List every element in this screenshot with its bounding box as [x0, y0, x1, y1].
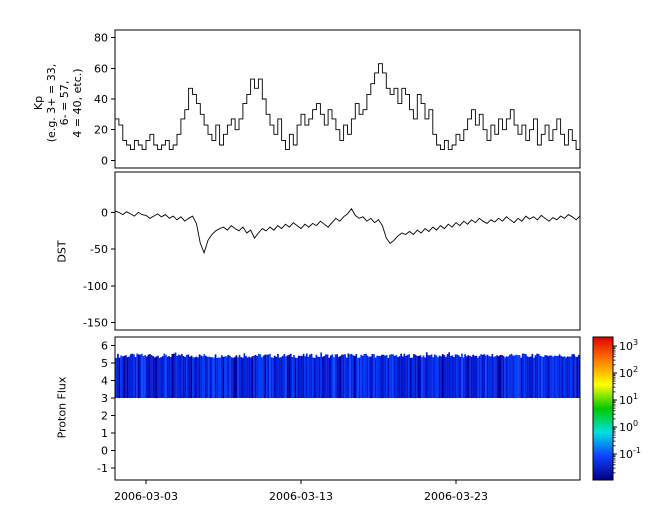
proton_flux-frame	[114, 336, 581, 481]
dst-axes: 0 -50 -100 -150	[83, 171, 581, 331]
colorbar-tick-label: 100	[619, 419, 638, 434]
x-tick-label: 2006-03-13	[269, 490, 333, 503]
kp-y-axis-label-line: Kp	[32, 95, 45, 111]
proton_flux-ytick-label: 1	[101, 427, 108, 440]
proton_flux-ytick-label: 6	[101, 340, 108, 353]
kp-series	[115, 63, 581, 151]
kp-ytick-label: 60	[94, 62, 108, 75]
proton_flux-ytick-label: 2	[101, 409, 108, 422]
dst-frame	[114, 171, 581, 331]
proton_flux-ytick-label: 4	[101, 375, 108, 388]
colorbar-gradient	[592, 336, 614, 481]
colorbar-tick-label: 102	[619, 365, 638, 380]
proton_flux-axes: -1 0 1 2 3 4 5 6	[97, 336, 581, 481]
kp-ytick-label: 40	[94, 93, 108, 106]
dst-y-axis-label: DST	[55, 240, 69, 263]
proton_flux-ytick-label: 3	[101, 392, 108, 405]
colorbar-tick-label: 10-1	[619, 446, 641, 461]
kp-y-axis-label-line: (e.g. 3+ = 33,	[45, 63, 58, 143]
dst-ytick-label: -150	[83, 317, 108, 330]
kp-y-axis-label: Kp (e.g. 3+ = 33, 6- = 57, 4 = 40, etc.)	[32, 39, 84, 167]
kp-y-axis-label-line: 4 = 40, etc.)	[71, 68, 84, 138]
dst-ytick-label: 0	[101, 206, 108, 219]
kp-frame	[114, 29, 581, 169]
kp-y-axis-label-line: 6- = 57,	[58, 80, 71, 126]
proton_flux-ytick-label: -1	[97, 462, 108, 475]
proton-flux-band	[115, 352, 580, 399]
proton-flux-y-axis-label: Proton Flux	[55, 376, 69, 439]
dst-series	[114, 207, 581, 255]
colorbar-tick-label: 103	[619, 338, 638, 353]
x-tick-label: 2006-03-23	[424, 490, 488, 503]
kp-ytick-label: 80	[94, 32, 108, 45]
kp-ytick-label: 20	[94, 124, 108, 137]
kp-ytick-label: 0	[101, 154, 108, 167]
kp-axes: 0 20 40 60 80	[94, 29, 581, 169]
dst-ytick-label: -100	[83, 280, 108, 293]
colorbar-tick-label: 101	[619, 392, 638, 407]
proton_flux-ytick-label: 0	[101, 444, 108, 457]
proton_flux-ytick-label: 5	[101, 357, 108, 370]
x-tick-label: 2006-03-03	[114, 490, 178, 503]
dst-ytick-label: -50	[90, 243, 108, 256]
